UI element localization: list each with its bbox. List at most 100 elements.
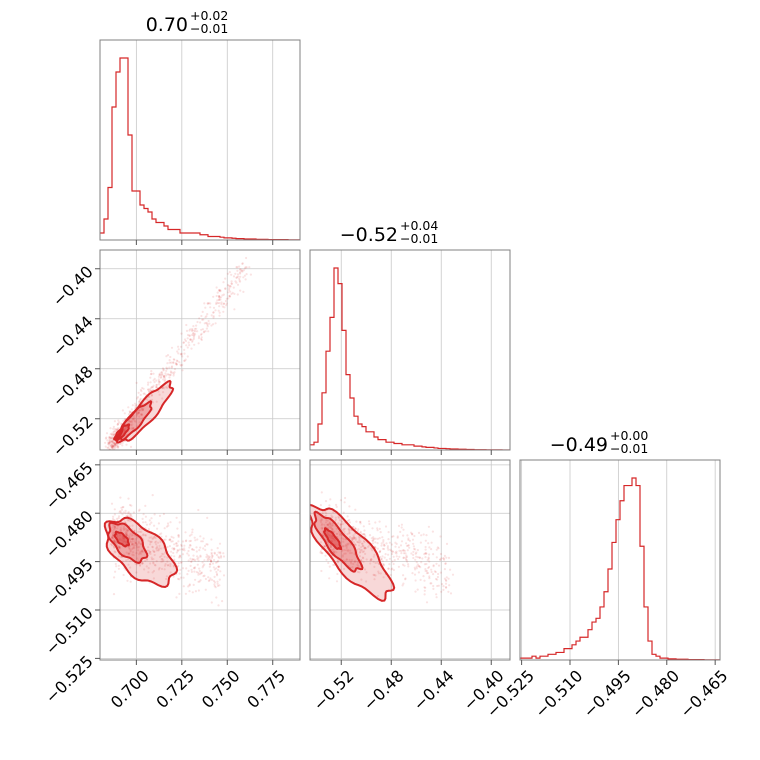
sample-point — [210, 601, 213, 604]
sample-point — [199, 573, 202, 576]
sample-point — [419, 566, 422, 569]
sample-point — [145, 523, 148, 526]
sample-point — [175, 596, 178, 599]
sample-point — [121, 536, 124, 539]
sample-point — [206, 543, 209, 546]
sample-point — [193, 566, 197, 569]
sample-point — [208, 579, 211, 582]
sample-point — [168, 359, 171, 362]
sample-point — [188, 334, 191, 338]
sample-point — [153, 553, 156, 557]
sample-point — [400, 523, 403, 526]
sample-point — [352, 536, 355, 539]
sample-point — [183, 352, 186, 355]
sample-point — [214, 309, 217, 312]
sample-point — [451, 573, 455, 576]
sample-point — [336, 560, 339, 563]
sample-point — [170, 365, 174, 368]
sample-point — [185, 323, 188, 327]
sample-point — [107, 446, 110, 449]
sample-point — [370, 558, 373, 561]
sample-point — [424, 539, 427, 542]
sample-point — [149, 543, 152, 546]
sample-point — [431, 530, 434, 533]
sample-point — [161, 557, 164, 561]
sample-point — [320, 524, 323, 527]
sample-point — [229, 285, 232, 288]
sample-point — [172, 536, 175, 539]
sample-point — [370, 537, 373, 540]
sample-point — [117, 422, 120, 425]
sample-point — [125, 534, 128, 537]
sample-point — [155, 384, 158, 387]
sample-point — [134, 404, 137, 408]
sample-point — [337, 515, 340, 518]
sample-point — [128, 547, 131, 550]
sample-point — [328, 504, 331, 507]
sample-point — [224, 299, 227, 303]
sample-point — [201, 566, 204, 569]
sample-point — [193, 343, 196, 346]
sample-point — [173, 358, 176, 361]
sample-point — [376, 529, 379, 532]
sample-point — [359, 540, 362, 543]
sample-point — [372, 538, 375, 541]
sample-point — [114, 430, 117, 433]
sample-point — [191, 340, 194, 343]
sample-point — [186, 346, 189, 349]
sample-point — [330, 516, 333, 519]
sample-point — [186, 355, 189, 358]
sample-point — [113, 445, 116, 448]
sample-point — [129, 560, 132, 563]
x-tick-label: 0.700 — [107, 666, 153, 712]
sample-point — [113, 539, 116, 542]
sample-point — [187, 549, 190, 553]
sample-point — [185, 539, 188, 542]
sample-point — [116, 535, 119, 538]
sample-point — [399, 544, 403, 547]
sample-point — [194, 330, 197, 333]
sample-point — [207, 330, 210, 333]
sample-point — [113, 576, 116, 579]
sample-point — [112, 443, 115, 446]
sample-point — [326, 523, 329, 526]
sample-point — [178, 548, 181, 551]
sample-point — [142, 534, 145, 537]
sample-point — [149, 540, 152, 543]
sample-point — [355, 520, 358, 523]
sample-point — [210, 324, 213, 327]
sample-point — [210, 556, 214, 559]
sample-point — [112, 524, 115, 527]
sample-point — [142, 521, 145, 524]
sample-point — [131, 540, 134, 543]
sample-point — [217, 289, 221, 292]
sample-point — [200, 571, 203, 574]
sample-point — [209, 563, 212, 566]
sample-point — [158, 380, 161, 384]
sample-point — [158, 566, 161, 570]
sample-point — [119, 442, 122, 445]
sample-point — [427, 542, 430, 545]
sample-point — [239, 289, 242, 292]
sample-point — [122, 419, 125, 422]
sample-point — [176, 549, 179, 552]
sample-point — [444, 586, 448, 589]
sample-point — [112, 540, 116, 543]
sample-point — [218, 305, 221, 308]
sample-point — [135, 544, 138, 547]
sample-point — [354, 528, 357, 531]
sample-point — [406, 534, 409, 537]
sample-point — [416, 549, 419, 552]
sample-point — [424, 552, 427, 555]
sample-point — [111, 451, 113, 453]
sample-point — [203, 322, 206, 325]
sample-point — [361, 542, 364, 545]
y-tick-label: −0.44 — [49, 312, 97, 360]
sample-point — [348, 558, 351, 562]
sample-point — [128, 552, 131, 555]
sample-point — [228, 287, 231, 290]
sample-point — [140, 413, 143, 416]
sample-point — [157, 378, 160, 381]
sample-point — [152, 569, 156, 573]
